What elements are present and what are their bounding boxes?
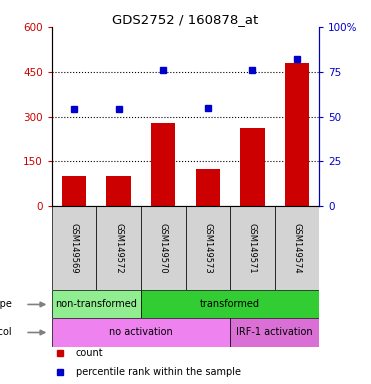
Text: GSM149571: GSM149571	[248, 223, 257, 274]
Text: GSM149569: GSM149569	[70, 223, 79, 274]
Text: GSM149574: GSM149574	[292, 223, 301, 274]
Text: IRF-1 activation: IRF-1 activation	[236, 328, 313, 338]
Bar	[141, 290, 319, 318]
Title: GDS2752 / 160878_at: GDS2752 / 160878_at	[112, 13, 259, 26]
Text: non-transformed: non-transformed	[56, 300, 137, 310]
Bar	[186, 206, 230, 290]
Text: cell type: cell type	[0, 300, 12, 310]
Text: transformed: transformed	[200, 300, 260, 310]
Bar	[62, 176, 86, 206]
Bar	[285, 63, 309, 206]
Bar	[52, 206, 96, 290]
Text: GSM149572: GSM149572	[114, 223, 123, 274]
Text: GSM149573: GSM149573	[203, 223, 212, 274]
Text: no activation: no activation	[109, 328, 173, 338]
Bar	[196, 169, 220, 206]
Bar	[52, 290, 141, 318]
Bar	[151, 122, 175, 206]
Bar	[240, 128, 265, 206]
Text: GSM149570: GSM149570	[159, 223, 168, 274]
Text: protocol: protocol	[0, 328, 12, 338]
Bar	[275, 206, 319, 290]
Bar	[141, 206, 186, 290]
Bar	[96, 206, 141, 290]
Bar	[52, 318, 230, 346]
Bar	[230, 206, 275, 290]
Bar	[230, 318, 319, 346]
Text: percentile rank within the sample: percentile rank within the sample	[76, 367, 241, 377]
Bar	[106, 176, 131, 206]
Text: count: count	[76, 348, 104, 358]
